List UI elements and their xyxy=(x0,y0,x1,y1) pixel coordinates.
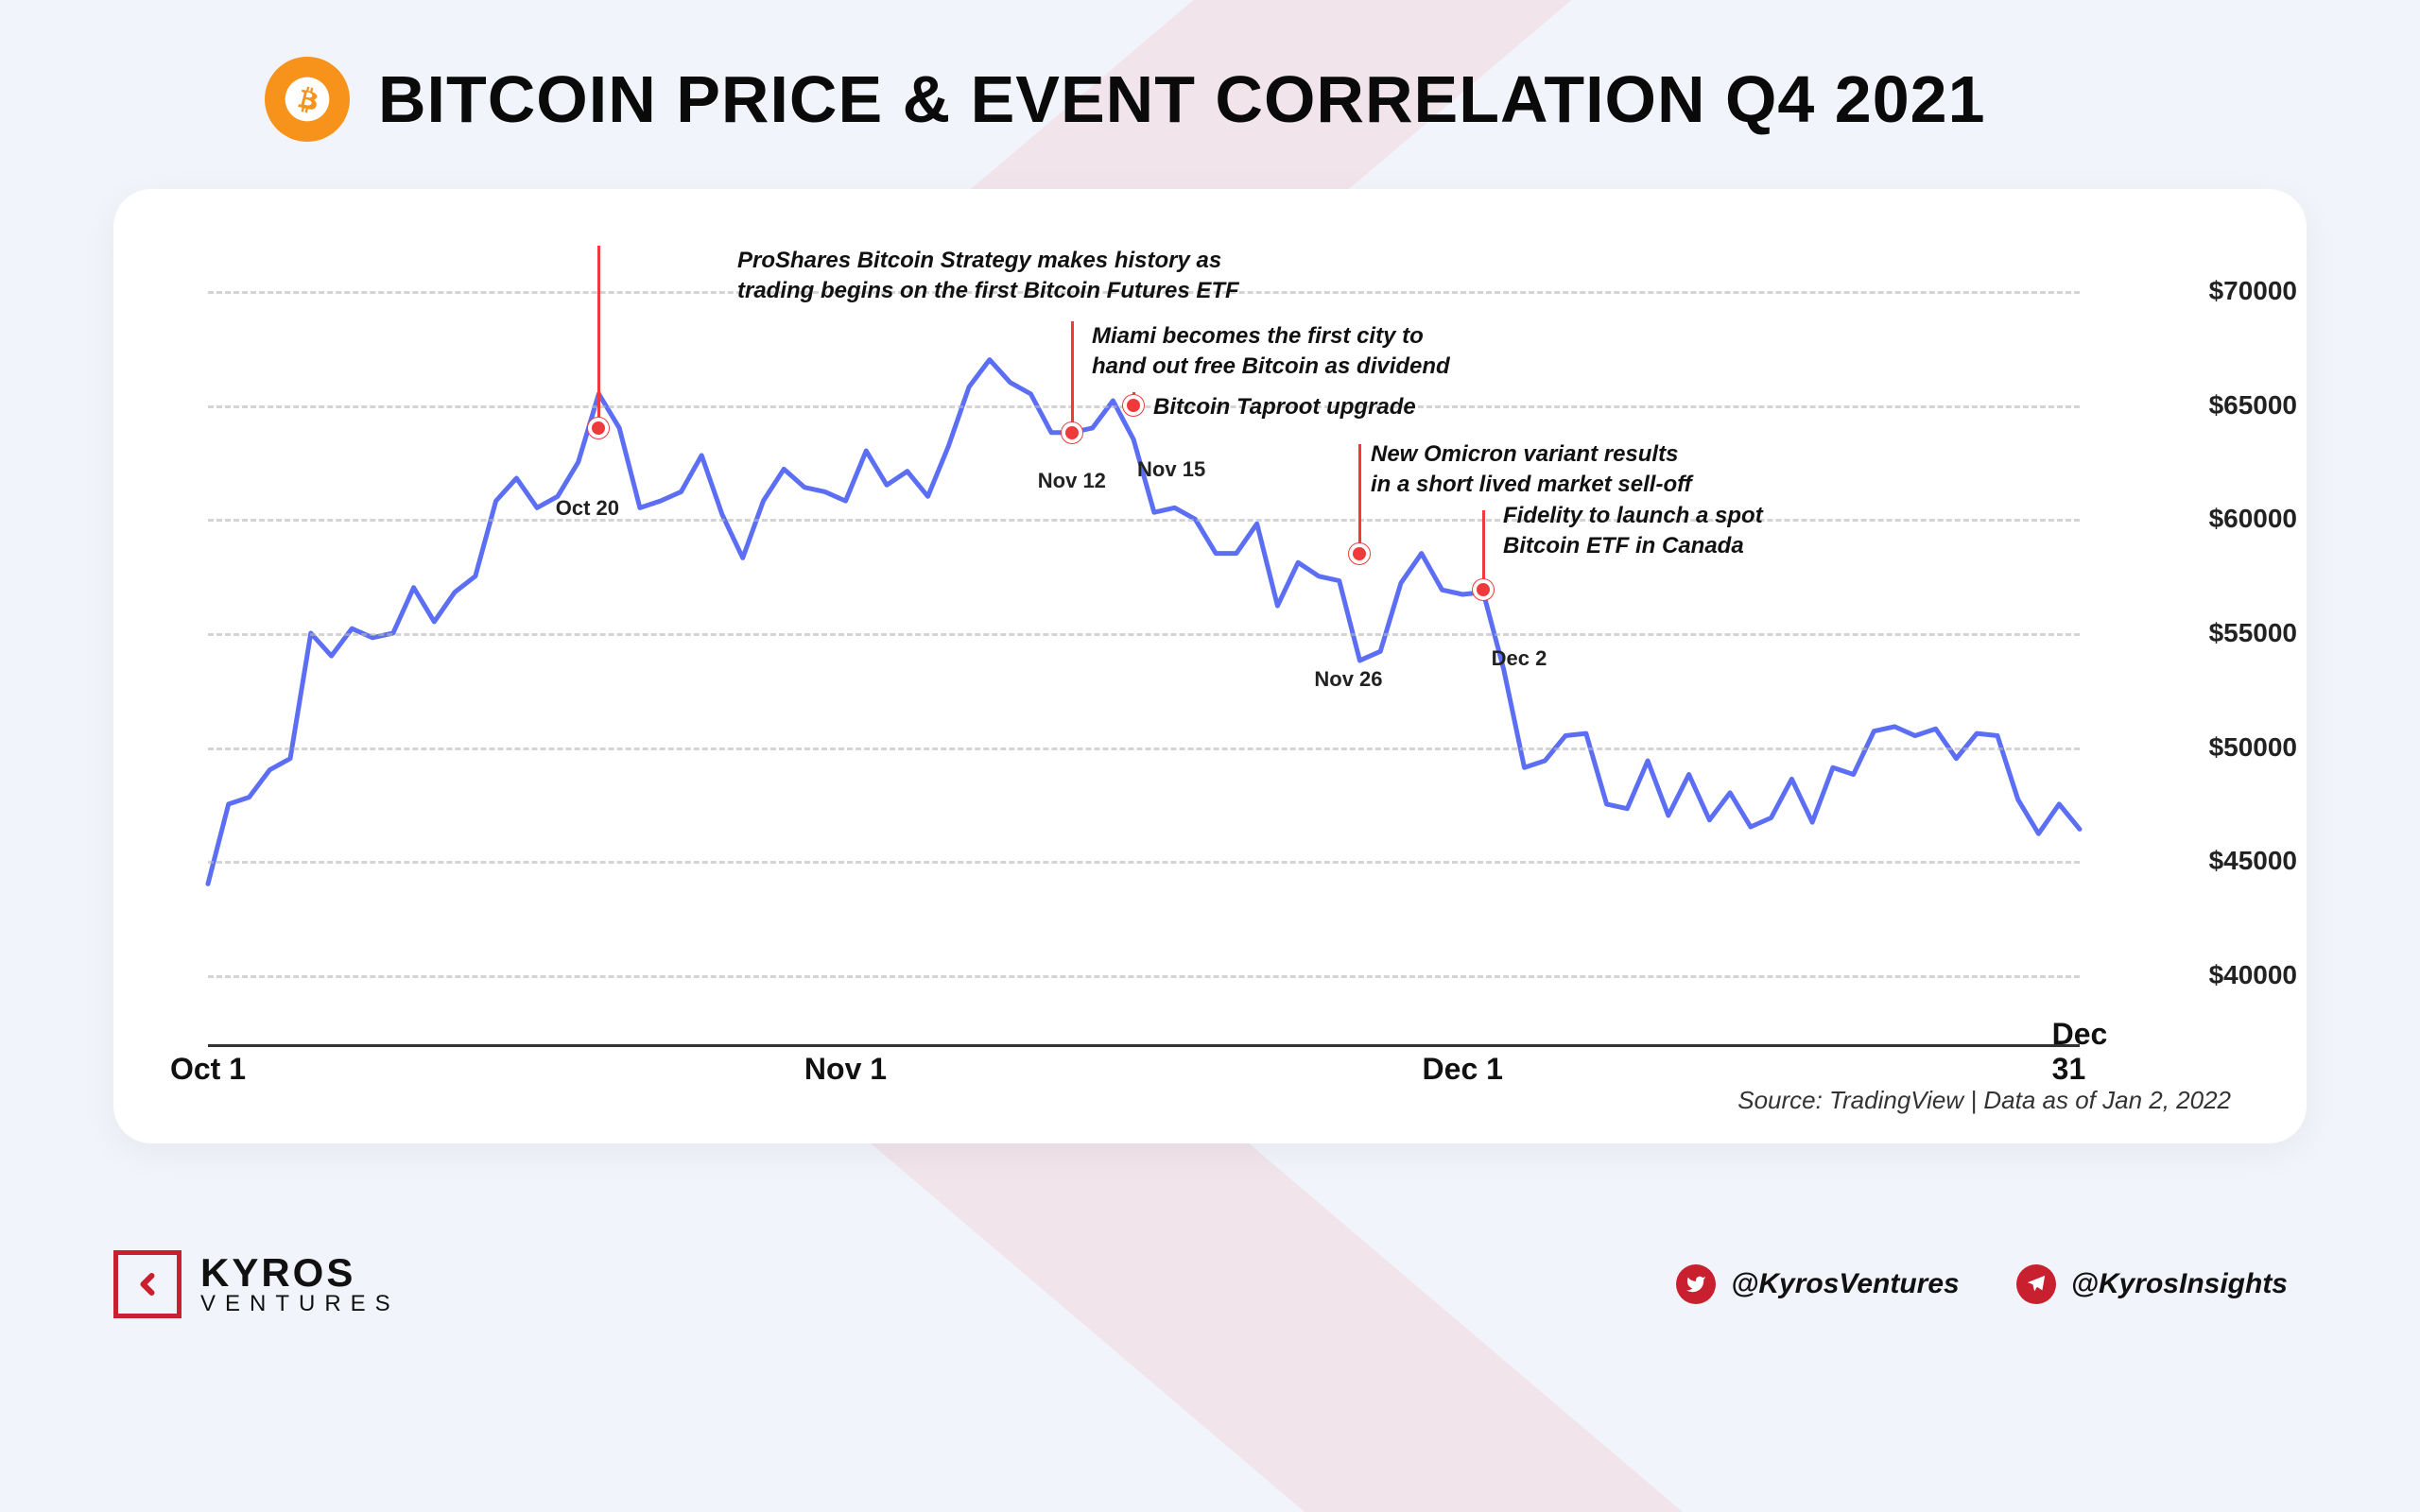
event-label: Fidelity to launch a spot Bitcoin ETF in… xyxy=(1503,501,1763,562)
header: BITCOIN PRICE & EVENT CORRELATION Q4 202… xyxy=(265,57,1986,142)
y-axis-label: $70000 xyxy=(2209,276,2297,306)
y-axis-label: $65000 xyxy=(2209,390,2297,421)
grid-line xyxy=(208,519,2080,522)
event-date-label: Nov 15 xyxy=(1137,457,1205,482)
bitcoin-icon xyxy=(265,57,350,142)
brand: KYROS VENTURES xyxy=(113,1250,400,1318)
brand-name: KYROS xyxy=(200,1253,400,1293)
y-axis-label: $50000 xyxy=(2209,732,2297,763)
event-date-label: Nov 26 xyxy=(1314,667,1382,692)
social-handle: @KyrosInsights xyxy=(2071,1268,2288,1300)
event-dot xyxy=(1123,395,1144,416)
x-axis-label: Oct 1 xyxy=(170,1052,246,1087)
footer: KYROS VENTURES @KyrosVentures @KyrosInsi… xyxy=(113,1250,2288,1318)
y-axis-label: $40000 xyxy=(2209,960,2297,990)
brand-logo-icon xyxy=(113,1250,182,1318)
x-axis-label: Dec 1 xyxy=(1423,1052,1503,1087)
event-label: New Omicron variant results in a short l… xyxy=(1371,439,1692,501)
y-axis-label: $55000 xyxy=(2209,618,2297,648)
event-marker-line xyxy=(1482,510,1485,590)
event-dot xyxy=(1349,543,1370,564)
event-date-label: Oct 20 xyxy=(556,496,619,521)
source-text: Source: TradingView | Data as of Jan 2, … xyxy=(1737,1086,2231,1115)
chart-plot: $40000$45000$50000$55000$60000$65000$700… xyxy=(208,246,2080,1021)
event-marker-line xyxy=(1071,321,1074,433)
event-dot xyxy=(588,418,609,438)
brand-sub: VENTURES xyxy=(200,1293,400,1315)
page-title: BITCOIN PRICE & EVENT CORRELATION Q4 202… xyxy=(378,61,1986,137)
social-twitter: @KyrosVentures xyxy=(1676,1264,1960,1304)
socials: @KyrosVentures @KyrosInsights xyxy=(1676,1264,2288,1304)
chart-card: $40000 $45000 $50000 $55000 $60000 $65000 $700… xyxy=(113,189,2307,1143)
event-label: Miami becomes the first city to hand out… xyxy=(1092,321,1450,383)
social-handle: @KyrosVentures xyxy=(1731,1268,1960,1300)
event-marker-line xyxy=(597,246,600,428)
event-dot xyxy=(1473,579,1494,600)
y-axis-label: $60000 xyxy=(2209,504,2297,534)
twitter-icon xyxy=(1676,1264,1716,1304)
event-label: Bitcoin Taproot upgrade xyxy=(1153,392,1416,422)
event-label: ProShares Bitcoin Strategy makes history… xyxy=(737,246,1239,307)
x-axis-baseline xyxy=(208,1044,2080,1047)
event-date-label: Nov 12 xyxy=(1038,469,1106,493)
event-date-label: Dec 2 xyxy=(1492,646,1547,671)
grid-line xyxy=(208,861,2080,864)
x-axis-label: Dec 31 xyxy=(2052,1017,2108,1087)
telegram-icon xyxy=(2016,1264,2056,1304)
grid-line xyxy=(208,633,2080,636)
event-dot xyxy=(1062,422,1082,443)
grid-line xyxy=(208,975,2080,978)
event-marker-line xyxy=(1358,444,1361,554)
x-axis-label: Nov 1 xyxy=(804,1052,887,1087)
y-axis-label: $45000 xyxy=(2209,846,2297,876)
grid-line xyxy=(208,747,2080,750)
social-telegram: @KyrosInsights xyxy=(2016,1264,2288,1304)
